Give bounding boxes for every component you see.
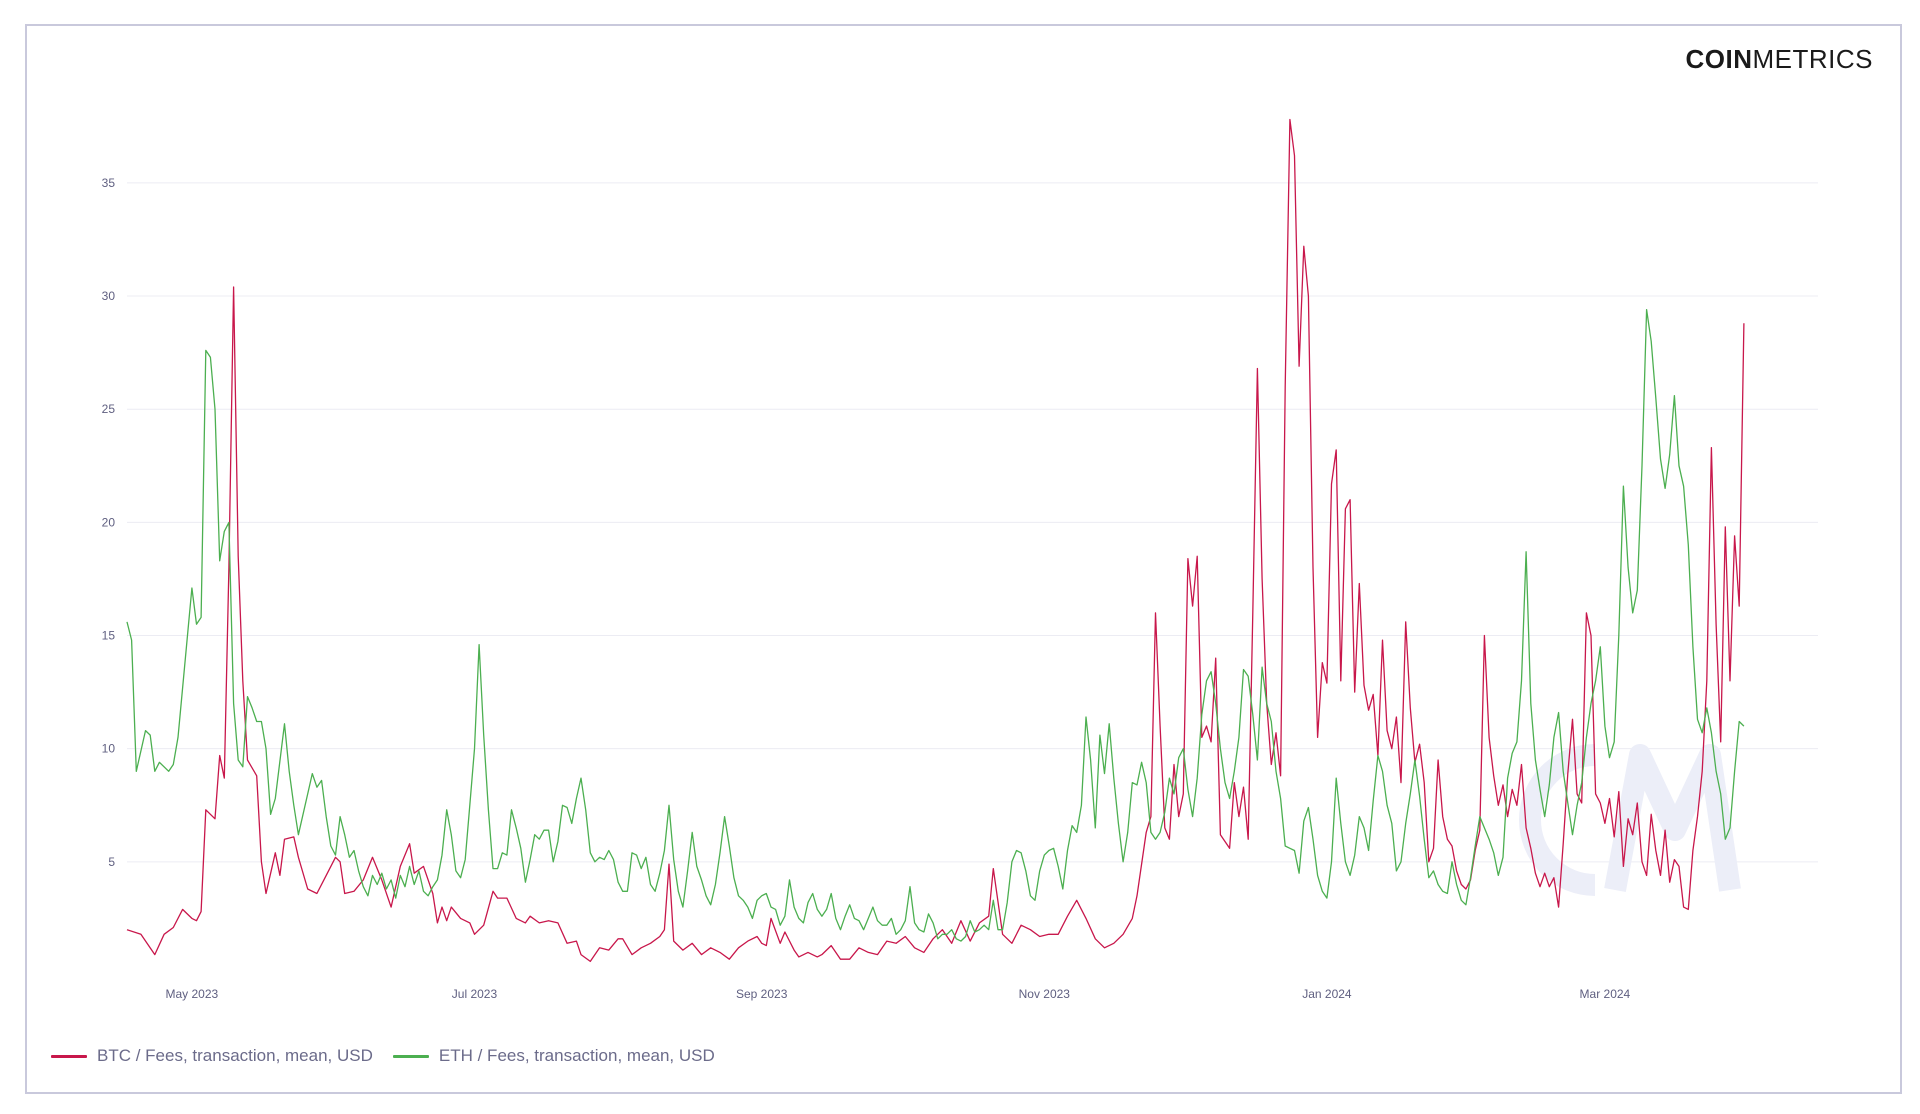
legend-label-eth: ETH / Fees, transaction, mean, USD: [438, 1046, 715, 1065]
y-axis: 5 10 15 20 25 30 35: [102, 176, 116, 869]
logo-bold-text: COIN: [1685, 44, 1753, 74]
chart-grid: [127, 182, 1818, 863]
y-tick-label: 10: [102, 742, 116, 756]
x-tick-label: Jul 2023: [452, 987, 498, 1001]
x-tick-label: Sep 2023: [736, 987, 788, 1001]
watermark-c-shape: [1519, 744, 1596, 896]
x-axis: May 2023 Jul 2023 Sep 2023 Nov 2023 Jan 2024…: [166, 987, 1631, 1001]
legend-item-eth[interactable]: ETH / Fees, transaction, mean, USD: [392, 1046, 715, 1066]
y-tick-label: 5: [108, 855, 115, 869]
y-tick-label: 15: [102, 629, 116, 643]
x-tick-label: Mar 2024: [1580, 987, 1631, 1001]
y-tick-label: 35: [102, 176, 116, 190]
legend-item-btc[interactable]: BTC / Fees, transaction, mean, USD: [51, 1046, 373, 1066]
chart-frame: COINMETRICS BTC / Fees, transaction, mea…: [25, 24, 1902, 1094]
legend-label-btc: BTC / Fees, transaction, mean, USD: [97, 1046, 373, 1065]
logo-light-text: METRICS: [1752, 44, 1873, 74]
chart-series: [126, 118, 1745, 963]
x-tick-label: Nov 2023: [1019, 987, 1071, 1001]
x-tick-label: Jan 2024: [1302, 987, 1352, 1001]
x-tick-label: May 2023: [166, 987, 219, 1001]
series-line-eth[interactable]: [126, 308, 1745, 942]
legend-swatch-eth: [392, 1054, 429, 1058]
y-tick-label: 30: [102, 289, 116, 303]
y-tick-label: 25: [102, 402, 116, 416]
series-line-btc[interactable]: [126, 118, 1745, 963]
legend-swatch-btc: [51, 1054, 87, 1058]
y-tick-label: 20: [102, 515, 116, 529]
coinmetrics-logo[interactable]: COINMETRICS: [1686, 44, 1874, 75]
watermark: [1519, 744, 1741, 896]
chart-legend: BTC / Fees, transaction, mean, USD ETH /…: [51, 1046, 735, 1066]
watermark-m-shape: [1604, 744, 1741, 893]
